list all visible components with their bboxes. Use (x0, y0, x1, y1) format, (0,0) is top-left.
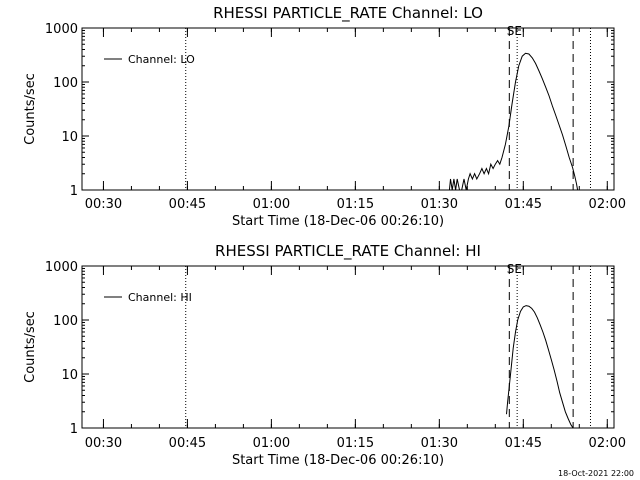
x-tick-label: 01:00 (253, 197, 290, 212)
x-tick-label: 01:45 (505, 436, 542, 451)
y-tick-label: 1000 (45, 260, 78, 275)
x-axis: 00:30 00:45 01:00 01:15 01:30 01:45 02:00 (85, 266, 626, 451)
chart-title: RHESSI PARTICLE_RATE Channel: HI (215, 242, 481, 261)
x-tick-label: 02:00 (589, 197, 626, 212)
y-tick-label: 100 (53, 76, 78, 91)
x-axis-label: Start Time (18-Dec-06 00:26:10) (232, 453, 444, 468)
x-axis-label: Start Time (18-Dec-06 00:26:10) (232, 214, 444, 229)
x-tick-label: 01:45 (505, 197, 542, 212)
x-tick-label: 01:30 (421, 197, 458, 212)
legend-label: Channel: HI (128, 291, 192, 304)
footer-timestamp: 18-Oct-2021 22:00 (558, 469, 634, 478)
y-axis-label: Counts/sec (23, 73, 38, 145)
chart-panel-1: RHESSI PARTICLE_RATE Channel: LO 1 10 100 10… (23, 4, 626, 229)
chart-title: RHESSI PARTICLE_RATE Channel: LO (213, 4, 483, 23)
marker-letters: SE (507, 262, 522, 276)
x-tick-label: 01:30 (421, 436, 458, 451)
x-tick-label: 00:45 (169, 197, 206, 212)
marker-letters: SE (507, 24, 522, 38)
legend-label: Channel: LO (128, 53, 195, 66)
y-tick-label: 1000 (45, 22, 78, 37)
x-tick-label: 00:30 (85, 197, 122, 212)
y-axis: 1 10 100 1000 (45, 260, 614, 437)
y-axis: 1 10 100 1000 (45, 22, 614, 199)
y-axis-label: Counts/sec (23, 311, 38, 383)
x-axis: 00:30 00:45 01:00 01:15 01:30 01:45 02:00 (85, 28, 626, 212)
y-tick-label: 1 (70, 184, 78, 199)
y-tick-label: 1 (70, 422, 78, 437)
x-tick-label: 01:15 (337, 436, 374, 451)
x-tick-label: 00:45 (169, 436, 206, 451)
y-tick-label: 10 (61, 368, 78, 383)
series-line-channel-lo (448, 52, 579, 191)
chart-panel-2: RHESSI PARTICLE_RATE Channel: HI 1 10 100 10… (23, 242, 626, 468)
x-tick-label: 01:15 (337, 197, 374, 212)
y-tick-label: 10 (61, 130, 78, 145)
x-tick-label: 02:00 (589, 436, 626, 451)
x-tick-label: 01:00 (253, 436, 290, 451)
series-line-channel-hi (506, 305, 574, 429)
plot-frame (81, 27, 615, 191)
y-tick-label: 100 (53, 314, 78, 329)
x-tick-label: 00:30 (85, 436, 122, 451)
plot-frame (81, 265, 615, 429)
